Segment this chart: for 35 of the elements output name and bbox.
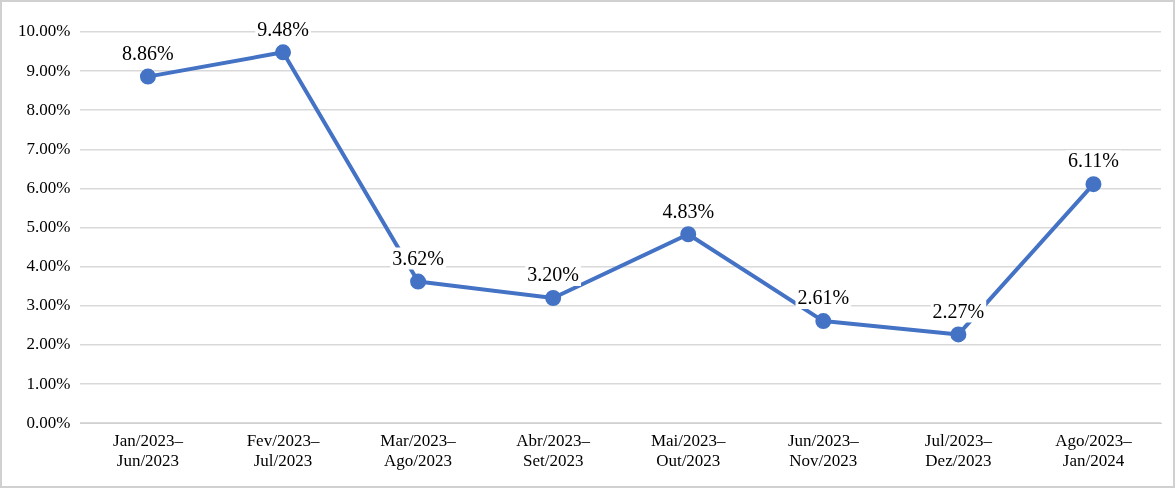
y-tick-label: 4.00% — [26, 256, 71, 276]
y-tick-label: 8.00% — [26, 99, 71, 119]
x-tick-label: Jul/2023–Dez/2023 — [924, 430, 993, 471]
x-tick-label: Mai/2023–Out/2023 — [650, 430, 727, 471]
y-tick-label: 10.00% — [17, 21, 71, 41]
data-label: 6.11% — [1068, 149, 1119, 172]
y-tick-label: 9.00% — [26, 60, 71, 80]
point — [815, 313, 832, 330]
y-tick-label: 2.00% — [26, 334, 71, 354]
point — [139, 68, 156, 85]
point — [275, 44, 292, 61]
data-label: 2.27% — [932, 299, 985, 322]
point — [1085, 176, 1102, 193]
point — [950, 326, 967, 343]
y-tick-label: 5.00% — [26, 217, 71, 237]
data-label: 3.62% — [392, 246, 444, 269]
data-label: 2.61% — [797, 286, 850, 309]
y-tick-label: 6.00% — [26, 177, 71, 197]
data-label: 9.48% — [257, 17, 309, 40]
y-tick-label: 3.00% — [26, 295, 71, 315]
point — [545, 290, 562, 307]
y-tick-label: 1.00% — [26, 373, 71, 393]
x-tick-label: Jan/2023–Jun/2023 — [113, 430, 184, 471]
data-label: 3.20% — [527, 263, 579, 286]
y-tick-label: 0.00% — [26, 412, 71, 432]
x-tick-label: Abr/2023–Set/2023 — [516, 430, 591, 471]
data-label: 8.86% — [122, 41, 174, 64]
x-tick-label: Fev/2023–Jul/2023 — [246, 430, 320, 471]
y-tick-label: 7.00% — [26, 138, 71, 158]
point — [410, 273, 427, 290]
x-tick-label: Jun/2023–Nov/2023 — [787, 430, 860, 471]
x-tick-label: Ago/2023–Jan/2024 — [1055, 430, 1133, 471]
data-label: 4.83% — [662, 199, 715, 222]
point — [680, 226, 697, 243]
x-tick-label: Mar/2023–Ago/2023 — [380, 430, 457, 471]
